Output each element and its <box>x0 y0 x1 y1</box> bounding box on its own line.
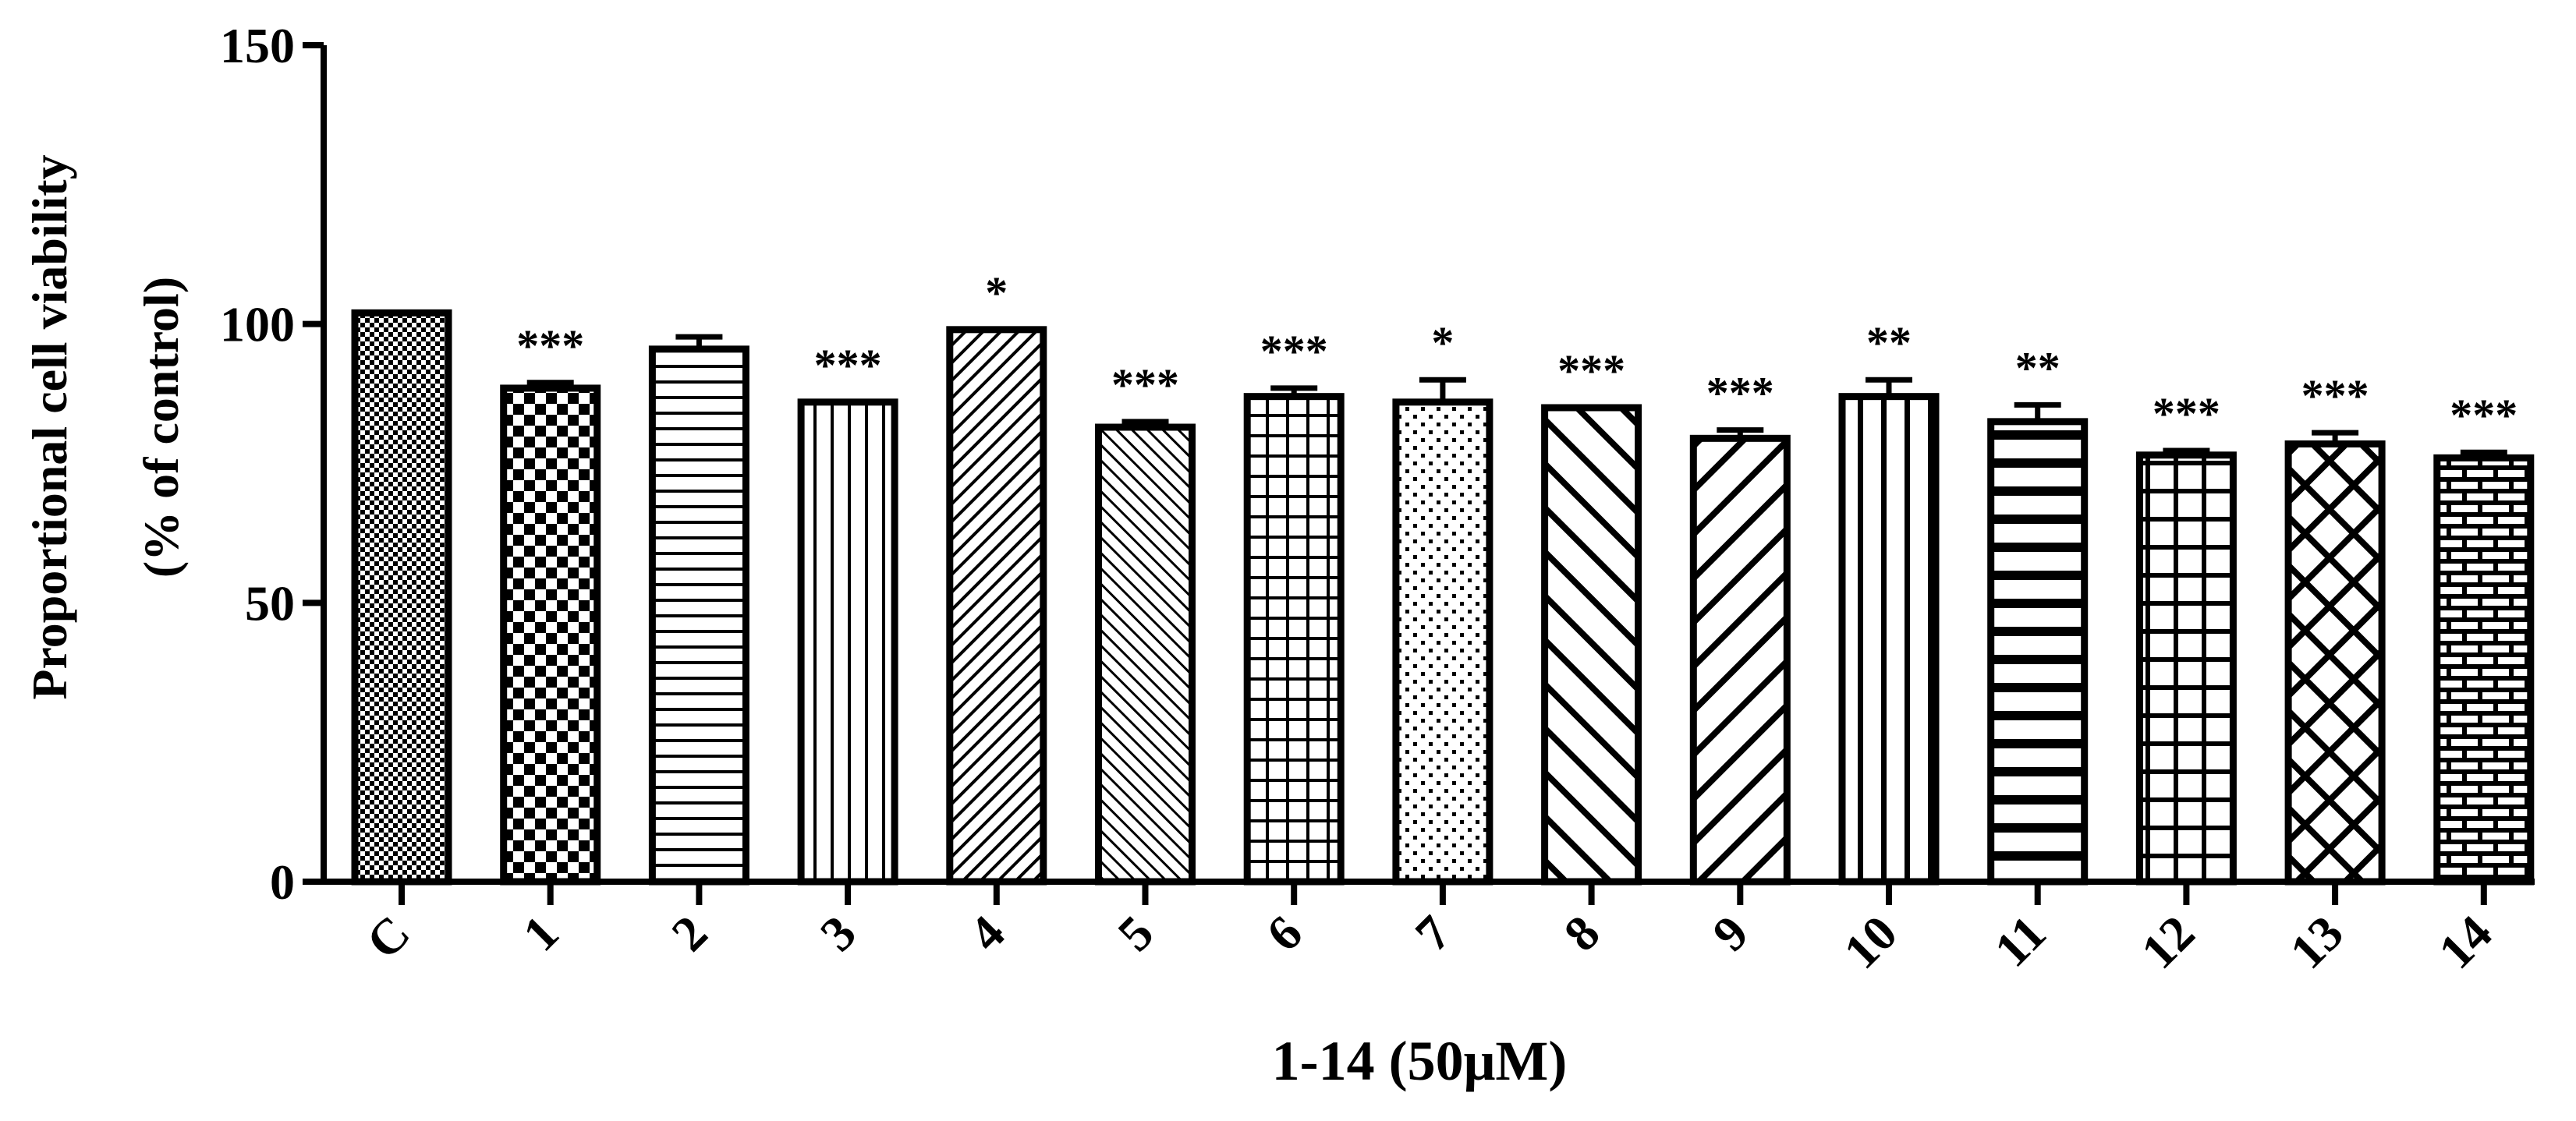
x-tick-label: 1 <box>512 905 569 962</box>
y-axis-ticks: 0 50 100 150 <box>220 18 324 910</box>
bar <box>2135 451 2237 886</box>
y-axis-label-line1: Proportional cell viability <box>22 154 77 699</box>
bar-group: *** <box>1095 359 1196 886</box>
bar <box>1689 434 1791 886</box>
significance-label: *** <box>2450 390 2518 440</box>
bar-group: *** <box>1243 326 1345 886</box>
significance-label: *** <box>814 340 882 391</box>
x-tick-label: 6 <box>1256 905 1313 962</box>
x-tick-label: 11 <box>1984 905 2057 978</box>
bar-group: ** <box>1838 317 1940 886</box>
bar-group: *** <box>2135 388 2237 886</box>
bar <box>1243 393 1345 886</box>
significance-label: ** <box>2015 342 2060 393</box>
bar <box>2433 454 2535 886</box>
significance-label: *** <box>1557 345 1625 396</box>
bar-group: *** <box>1541 345 1642 886</box>
x-tick-label: 8 <box>1554 905 1610 962</box>
bar-group: *** <box>2284 370 2386 886</box>
x-tick-label: 10 <box>1833 905 1907 979</box>
bar <box>2284 440 2386 886</box>
x-tick-label: 13 <box>2280 905 2354 979</box>
bar-group <box>648 334 749 886</box>
bar-group: * <box>1392 317 1494 886</box>
bar <box>1987 418 2089 886</box>
bar <box>1838 393 1940 886</box>
x-tick-label: 2 <box>661 905 718 962</box>
bar-group: *** <box>1689 368 1791 886</box>
y-tick-label: 150 <box>220 18 295 73</box>
significance-label: *** <box>2153 388 2220 439</box>
bar <box>946 326 1047 886</box>
bar <box>797 398 898 886</box>
significance-label: *** <box>1111 359 1179 410</box>
bar <box>351 309 452 886</box>
bar <box>648 345 749 886</box>
y-tick-label: 0 <box>270 854 295 910</box>
x-tick-label: 3 <box>810 905 866 962</box>
significance-label: *** <box>1706 368 1774 419</box>
significance-label: * <box>1431 317 1454 368</box>
bar <box>1095 423 1196 886</box>
bar-group <box>351 309 452 886</box>
bar <box>1392 398 1494 886</box>
x-tick-label: 12 <box>2131 905 2205 979</box>
x-tick-label: 9 <box>1702 905 1759 962</box>
x-axis-ticks: C 1 2 3 4 5 6 7 8 9 10 11 12 13 14 <box>356 882 2503 979</box>
y-tick-label: 50 <box>245 575 295 631</box>
bar <box>500 384 601 886</box>
x-axis-label: 1-14 (50μM) <box>1272 1030 1568 1092</box>
significance-label: *** <box>1260 326 1328 377</box>
bar-group: * <box>946 267 1047 886</box>
bar <box>1541 404 1642 886</box>
bar-group: ** <box>1987 342 2089 886</box>
x-tick-label: 7 <box>1405 905 1462 962</box>
y-axis-label-line2: (% of control) <box>133 277 189 578</box>
bar-group: *** <box>797 340 898 886</box>
x-tick-label: 4 <box>958 905 1015 962</box>
bar-group: *** <box>500 320 601 886</box>
bar-series: *** ********** **** ***** ***** *** *** <box>351 267 2535 886</box>
significance-label: *** <box>2301 370 2369 421</box>
y-tick-label: 100 <box>220 297 295 352</box>
x-tick-label: C <box>356 905 420 970</box>
bar-group: *** <box>2433 390 2535 886</box>
significance-label: ** <box>1866 317 1912 368</box>
x-tick-label: 5 <box>1107 905 1164 962</box>
x-tick-label: 14 <box>2428 905 2502 979</box>
significance-label: * <box>985 267 1008 318</box>
significance-label: *** <box>516 320 584 371</box>
